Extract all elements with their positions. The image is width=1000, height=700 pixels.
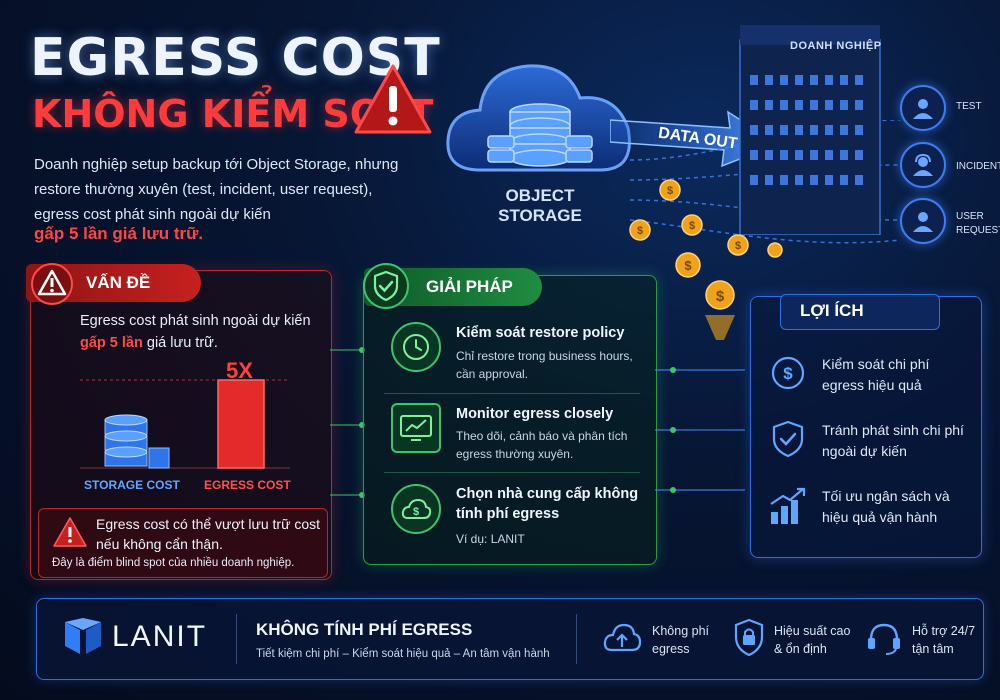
feature-3-line2: tận tâm xyxy=(912,642,954,656)
benefit-2-text: Tránh phát sinh chi phí ngoài dự kiến xyxy=(822,422,964,459)
user-label-request-2: REQUEST xyxy=(956,225,1000,236)
svg-text:$: $ xyxy=(684,258,692,273)
solution-2-title: Monitor egress closely xyxy=(456,406,614,422)
object-storage-label-2: STORAGE xyxy=(498,206,582,225)
user-icon xyxy=(900,198,946,244)
benefit-3-text: Tối ưu ngân sách và hiệu quả vận hành xyxy=(822,488,950,525)
user-label-request-1: USER xyxy=(956,211,984,222)
user-label-test: TEST xyxy=(956,100,982,114)
user-label-test-1: TEST xyxy=(956,101,982,112)
benefit-tab-label: LỢI ÍCH xyxy=(800,301,864,320)
feature-1-line1: Không phí xyxy=(652,624,709,638)
solution-2-desc: Theo dõi, cảnh báo và phân tích egress t… xyxy=(456,429,628,461)
bar-storage-cost xyxy=(104,414,170,469)
user-label-request: USER REQUEST xyxy=(956,210,1000,238)
feature-3: Hỗ trợ 24/7 tận tâm xyxy=(912,622,975,658)
cloud-upload-icon xyxy=(603,623,642,652)
svg-text:$: $ xyxy=(637,225,643,237)
benefit-tab xyxy=(780,294,940,330)
svg-text:$: $ xyxy=(413,506,419,518)
svg-text:$: $ xyxy=(667,185,673,197)
problem-text: Egress cost phát sinh ngoài dự kiến gấp … xyxy=(80,310,320,354)
shield-check-icon xyxy=(363,263,409,309)
feature-2-line1: Hiệu suất cao xyxy=(774,624,851,638)
solution-1-desc: Chỉ restore trong business hours, cần ap… xyxy=(456,349,633,381)
svg-text:$: $ xyxy=(735,240,741,252)
multiplier-label: 5X xyxy=(226,358,253,383)
egress-cost-label: EGRESS COST xyxy=(204,478,291,492)
footer-title: KHÔNG TÍNH PHÍ EGRESS xyxy=(256,620,473,639)
support-agent-icon xyxy=(900,142,946,188)
enterprise-building-icon xyxy=(739,25,881,235)
footer-bar xyxy=(36,598,984,680)
problem-warning-box xyxy=(38,508,328,578)
dollar-circle-icon: $ xyxy=(771,356,805,390)
brand-name: LANIT xyxy=(112,620,208,653)
separator xyxy=(576,614,577,664)
benefit-1-text: Kiểm soát chi phí egress hiệu quả xyxy=(822,356,930,393)
svg-text:$: $ xyxy=(689,220,695,232)
user-test xyxy=(900,85,946,131)
solution-3-title: Chọn nhà cung cấp không tính phí egress xyxy=(456,486,639,522)
user-label-incident-1: INCIDENT xyxy=(956,161,1000,172)
divider xyxy=(384,393,640,394)
object-storage-label-1: OBJECT xyxy=(505,186,575,205)
feature-1: Không phí egress xyxy=(652,622,709,658)
user-request xyxy=(900,198,946,244)
benefit-connectors xyxy=(655,367,745,493)
object-storage-cloud-icon xyxy=(446,64,631,172)
user-incident xyxy=(900,142,946,188)
svg-text:$: $ xyxy=(783,364,793,383)
title-line-1: EGRESS COST xyxy=(30,28,441,88)
solution-tab-label: GIẢI PHÁP xyxy=(426,277,513,296)
feature-3-line1: Hỗ trợ 24/7 xyxy=(912,624,976,638)
storage-cost-label: STORAGE COST xyxy=(84,478,180,492)
growth-chart-icon xyxy=(770,487,806,524)
headset-icon xyxy=(868,623,900,655)
problem-warning-text: Egress cost có thể vượt lưu trữ cost nếu… xyxy=(96,516,321,552)
divider xyxy=(384,472,640,473)
warning-triangle-icon xyxy=(354,64,432,134)
user-label-incident: INCIDENT xyxy=(956,160,1000,174)
object-storage-label: OBJECT STORAGE xyxy=(470,186,610,226)
separator xyxy=(236,614,237,664)
building-label: DOANH NGHIỆP xyxy=(790,40,882,52)
footer-subtitle: Tiết kiệm chi phí – Kiểm soát hiệu quả –… xyxy=(256,648,550,660)
feature-2: Hiệu suất cao & ổn định xyxy=(774,622,850,658)
intro-text: Doanh nghiệp setup backup tới Object Sto… xyxy=(34,156,399,223)
solution-1-title: Kiểm soát restore policy xyxy=(456,325,625,341)
cost-comparison-chart xyxy=(80,379,290,469)
problem-text-red: gấp 5 lần xyxy=(80,335,143,351)
benefit-panel xyxy=(750,296,982,558)
feature-1-line2: egress xyxy=(652,642,690,656)
lanit-logo-icon xyxy=(65,618,101,654)
alert-triangle-icon xyxy=(53,517,87,547)
feature-2-line2: & ổn định xyxy=(774,642,827,656)
warning-icon xyxy=(31,263,73,305)
coins-funnel-icon: $ $ $ $ $ $ xyxy=(629,179,783,340)
monitor-chart-icon xyxy=(391,403,441,453)
problem-text-tail: giá lưu trữ. xyxy=(142,335,218,351)
clock-icon xyxy=(391,322,441,372)
lock-icon xyxy=(734,618,764,657)
problem-text-line1: Egress cost phát sinh ngoài dự kiến xyxy=(80,313,311,329)
blind-spot-text: Đây là điểm blind spot của nhiều doanh n… xyxy=(52,557,295,569)
solution-3-desc: Ví dụ: LANIT xyxy=(456,532,525,546)
intro-highlight: gấp 5 lần giá lưu trữ. xyxy=(34,224,204,243)
shield-check-icon xyxy=(772,420,804,458)
user-icon xyxy=(900,85,946,131)
problem-tab-label: VẤN ĐỀ xyxy=(86,273,151,292)
svg-text:$: $ xyxy=(716,288,725,305)
cloud-dollar-icon: $ xyxy=(391,484,441,534)
bar-egress-cost xyxy=(217,379,265,469)
